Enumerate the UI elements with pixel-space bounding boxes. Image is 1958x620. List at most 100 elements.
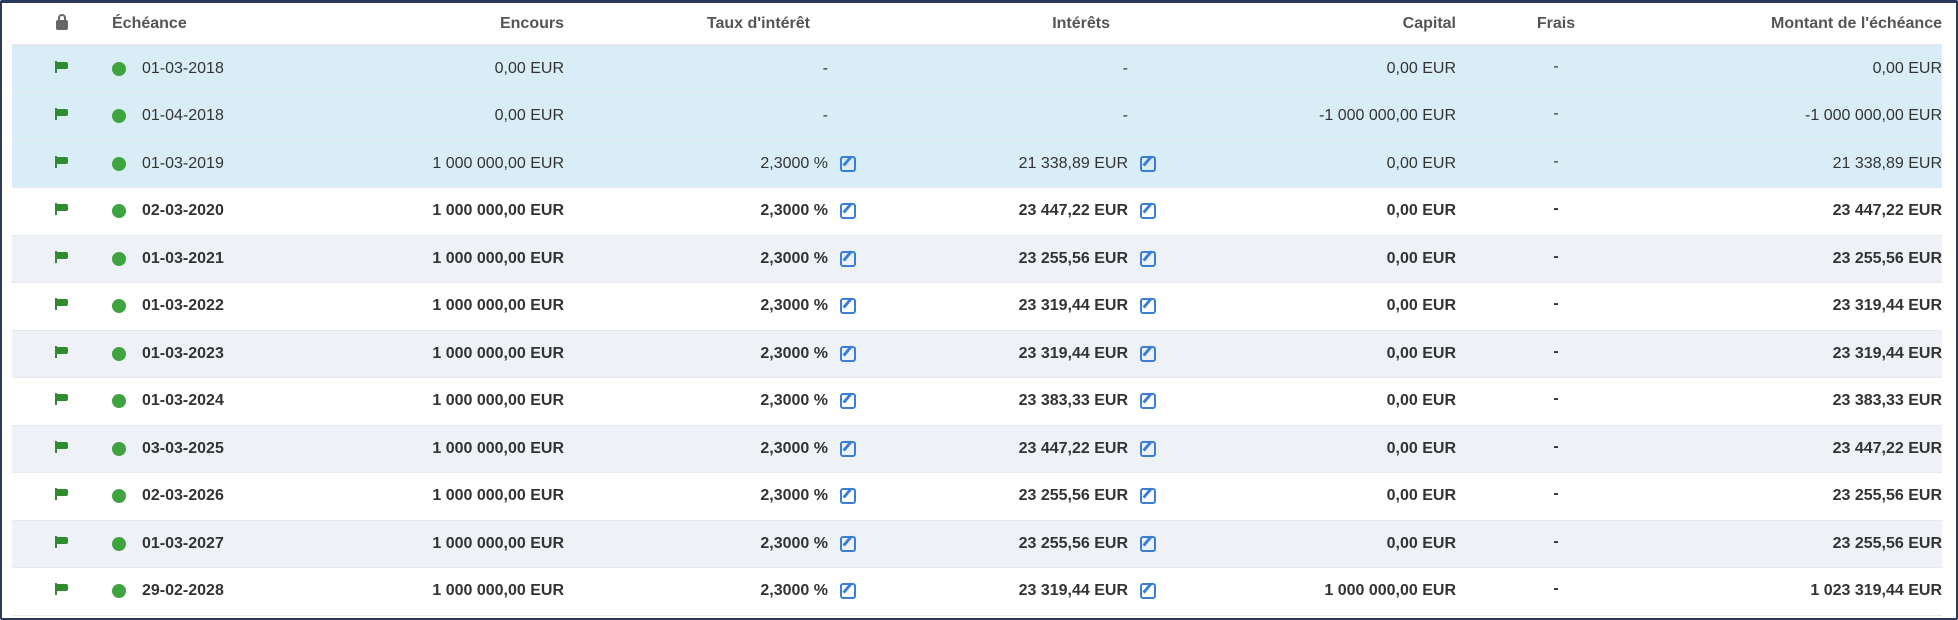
edit-taux-icon[interactable] (840, 440, 856, 457)
date-cell: 01-03-2018 (112, 45, 272, 93)
taux-cell: 2,3000 % (564, 140, 856, 188)
table-row[interactable]: 01-03-2019 1 000 000,00 EUR 2,3000 % 21 … (12, 140, 1942, 188)
interets-cell: 23 255,56 EUR (856, 520, 1156, 568)
montant-cell: 21 338,89 EUR (1656, 140, 1942, 188)
interets-cell: 23 319,44 EUR (856, 282, 1156, 331)
status-dot-icon (112, 251, 126, 266)
montant-cell: 23 447,22 EUR (1656, 425, 1942, 473)
taux-value: 2,3000 % (760, 439, 828, 457)
flag-icon (55, 488, 69, 501)
taux-value: 2,3000 % (760, 582, 828, 600)
edit-interets-icon[interactable] (1140, 440, 1156, 457)
interets-value: 23 447,22 EUR (1018, 202, 1128, 220)
status-dot-icon (112, 346, 126, 361)
date-value: 03-03-2025 (142, 439, 224, 457)
status-dot-icon (112, 584, 126, 599)
edit-taux-icon[interactable] (840, 345, 856, 362)
edit-taux-icon[interactable] (840, 583, 856, 600)
taux-cell: 2,3000 % (564, 472, 856, 521)
status-dot-icon (112, 204, 126, 219)
interets-cell: 23 255,56 EUR (856, 235, 1156, 283)
table-row[interactable]: 01-03-2023 1 000 000,00 EUR 2,3000 % 23 … (12, 330, 1942, 378)
montant-cell: 23 383,33 EUR (1656, 377, 1942, 426)
capital-cell: 0,00 EUR (1156, 520, 1456, 568)
frais-cell: - (1456, 330, 1656, 378)
flag-icon (55, 250, 69, 263)
date-value: 01-03-2023 (142, 344, 224, 362)
frais-cell: - (1456, 235, 1656, 283)
taux-value: 2,3000 % (760, 487, 828, 505)
table-row[interactable]: 01-03-2024 1 000 000,00 EUR 2,3000 % 23 … (12, 377, 1942, 426)
frais-cell: - (1456, 140, 1656, 188)
interets-value: 23 383,33 EUR (1018, 392, 1128, 410)
table-row[interactable]: 02-03-2020 1 000 000,00 EUR 2,3000 % 23 … (12, 187, 1942, 236)
edit-interets-icon[interactable] (1140, 203, 1156, 220)
flag-cell (12, 520, 112, 568)
date-cell: 29-02-2028 (112, 567, 272, 616)
table-row[interactable]: 02-03-2026 1 000 000,00 EUR 2,3000 % 23 … (12, 472, 1942, 521)
column-header-interets[interactable]: Intérêts (856, 3, 1156, 46)
edit-taux-icon[interactable] (840, 155, 856, 172)
frais-cell: - (1456, 567, 1656, 616)
flag-icon (55, 583, 69, 596)
edit-interets-icon[interactable] (1140, 535, 1156, 552)
edit-taux-icon[interactable] (840, 250, 856, 267)
frais-cell: - (1456, 520, 1656, 568)
interets-value: 23 255,56 EUR (1018, 534, 1128, 552)
taux-cell: 2,3000 % (564, 330, 856, 378)
edit-taux-icon[interactable] (840, 298, 856, 315)
taux-cell: 2,3000 % (564, 187, 856, 236)
edit-taux-icon[interactable] (840, 203, 856, 220)
table-row[interactable]: 29-02-2028 1 000 000,00 EUR 2,3000 % 23 … (12, 567, 1942, 616)
encours-cell: 1 000 000,00 EUR (272, 425, 564, 473)
capital-cell: -1 000 000,00 EUR (1156, 92, 1456, 141)
taux-value: 2,3000 % (760, 297, 828, 315)
flag-cell (12, 235, 112, 283)
table-row[interactable]: 01-03-2027 1 000 000,00 EUR 2,3000 % 23 … (12, 520, 1942, 568)
edit-interets-icon[interactable] (1140, 298, 1156, 315)
interets-cell: - (856, 92, 1156, 141)
table-row[interactable]: 01-03-2022 1 000 000,00 EUR 2,3000 % 23 … (12, 282, 1942, 331)
column-header-taux[interactable]: Taux d'intérêt (564, 3, 856, 46)
edit-taux-icon[interactable] (840, 535, 856, 552)
edit-interets-icon[interactable] (1140, 583, 1156, 600)
edit-interets-icon[interactable] (1140, 155, 1156, 172)
frais-cell: - (1456, 377, 1656, 426)
frais-cell: - (1456, 472, 1656, 521)
column-header-capital[interactable]: Capital (1156, 3, 1456, 46)
lock-icon (56, 13, 68, 30)
taux-value: 2,3000 % (760, 154, 828, 172)
table-row[interactable]: 01-03-2018 0,00 EUR - - 0,00 EUR - 0,00 … (12, 45, 1942, 93)
flag-cell (12, 472, 112, 521)
montant-cell: 23 319,44 EUR (1656, 330, 1942, 378)
date-cell: 01-03-2021 (112, 235, 272, 283)
table-row[interactable]: 03-03-2025 1 000 000,00 EUR 2,3000 % 23 … (12, 425, 1942, 473)
interets-value: 21 338,89 EUR (1018, 154, 1128, 172)
edit-taux-icon[interactable] (840, 488, 856, 505)
edit-interets-icon[interactable] (1140, 345, 1156, 362)
encours-cell: 1 000 000,00 EUR (272, 330, 564, 378)
edit-taux-icon[interactable] (840, 393, 856, 410)
edit-interets-icon[interactable] (1140, 250, 1156, 267)
edit-interets-icon[interactable] (1140, 393, 1156, 410)
taux-value: - (822, 107, 828, 125)
table-row[interactable]: 01-03-2021 1 000 000,00 EUR 2,3000 % 23 … (12, 235, 1942, 283)
flag-icon (55, 61, 69, 73)
taux-value: 2,3000 % (760, 344, 828, 362)
column-header-encours[interactable]: Encours (272, 3, 564, 46)
column-header-frais[interactable]: Frais (1456, 3, 1656, 46)
status-dot-icon (112, 156, 126, 171)
date-value: 01-03-2019 (142, 154, 224, 172)
flag-cell (12, 92, 112, 141)
interets-cell: 21 338,89 EUR (856, 140, 1156, 188)
column-header-montant[interactable]: Montant de l'échéance (1656, 3, 1942, 46)
date-cell: 01-03-2019 (112, 140, 272, 188)
table-header: Échéance Encours Taux d'intérêt Intérêts… (12, 3, 1942, 46)
column-header-date[interactable]: Échéance (112, 3, 272, 46)
encours-cell: 1 000 000,00 EUR (272, 377, 564, 426)
table-row[interactable]: 01-04-2018 0,00 EUR - - -1 000 000,00 EU… (12, 92, 1942, 141)
edit-interets-icon[interactable] (1140, 488, 1156, 505)
status-dot-icon (112, 536, 126, 551)
capital-cell: 0,00 EUR (1156, 472, 1456, 521)
